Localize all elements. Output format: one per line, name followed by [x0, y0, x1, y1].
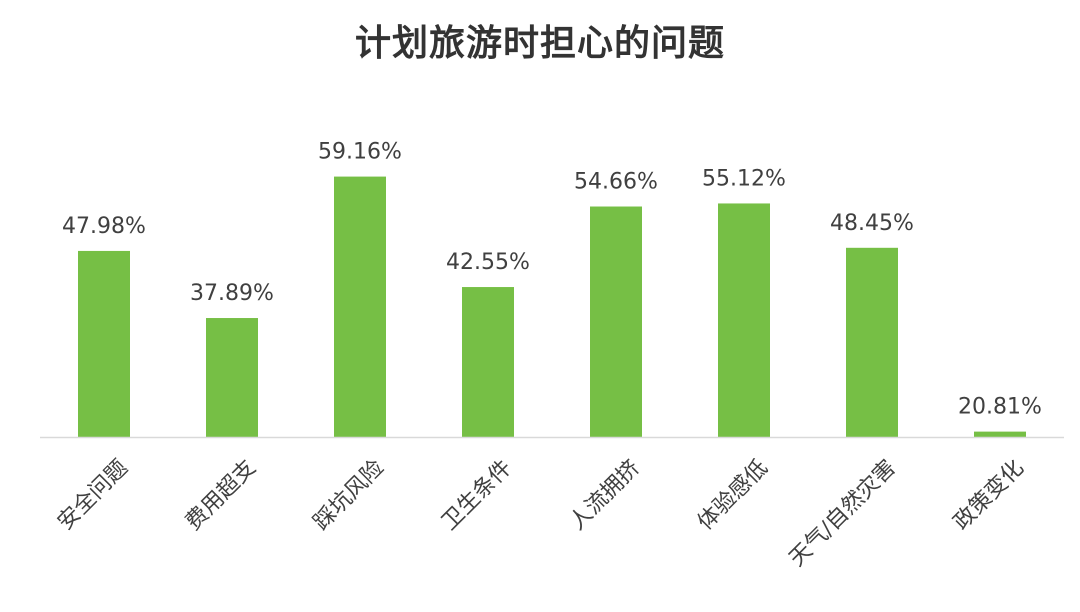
bar-3	[334, 176, 386, 437]
category-label-3: 踩坑风险	[309, 455, 389, 535]
category-labels-layer: 安全问题 费用超支 踩坑风险 卫生条件 人流拥挤 体验感低 天气/自然灾害 政策变化	[53, 455, 1029, 571]
data-label-5: 54.66%	[574, 170, 658, 195]
bar-7	[846, 247, 898, 437]
data-label-6: 55.12%	[702, 166, 786, 191]
bar-1	[78, 250, 130, 437]
bar-2	[206, 318, 258, 437]
category-label-8: 政策变化	[949, 455, 1029, 535]
chart-title: 计划旅游时担心的问题	[354, 22, 725, 64]
category-label-4: 卫生条件	[437, 455, 517, 535]
data-labels-layer: 47.98% 37.89% 59.16% 42.55% 54.66% 55.12% 48.4…	[62, 140, 1042, 420]
category-label-7: 天气/自然灾害	[785, 455, 901, 571]
category-label-1: 安全问题	[53, 455, 133, 535]
bars-layer	[78, 176, 1026, 437]
data-label-3: 59.16%	[318, 140, 402, 165]
category-label-6: 体验感低	[693, 455, 773, 535]
bar-8	[974, 431, 1026, 437]
data-label-7: 48.45%	[830, 211, 914, 236]
bar-6	[718, 203, 770, 437]
category-label-2: 费用超支	[181, 455, 261, 535]
bar-4	[462, 287, 514, 437]
bar-5	[590, 206, 642, 437]
data-label-4: 42.55%	[446, 250, 530, 275]
data-label-8: 20.81%	[958, 395, 1042, 420]
data-label-1: 47.98%	[62, 214, 146, 239]
category-label-5: 人流拥挤	[565, 455, 645, 535]
data-label-2: 37.89%	[190, 281, 274, 306]
